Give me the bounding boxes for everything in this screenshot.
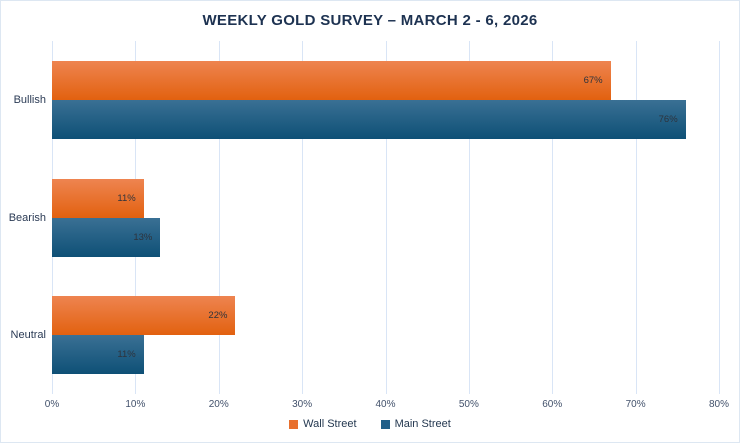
x-tick-label: 10%: [125, 399, 146, 410]
data-label: 13%: [133, 231, 153, 243]
data-label: 11%: [117, 192, 136, 204]
bar-neutral-main-street: 11%: [52, 335, 144, 375]
data-label: 22%: [208, 310, 228, 322]
gridline-20%: [218, 41, 220, 394]
gridline-80%: [719, 41, 720, 394]
gridline-50%: [468, 41, 470, 394]
chart-title: WEEKLY GOLD SURVEY – MARCH 2 - 6, 2026: [202, 12, 538, 29]
x-tick-label: 30%: [292, 399, 313, 410]
category-label-bullish: Bullish: [13, 93, 46, 106]
plot-area: 67% 76% 11% 13% 22% 11%: [52, 41, 720, 394]
chart-legend: Wall Street Main Street: [1, 418, 739, 430]
legend-label: Wall Street: [303, 418, 357, 430]
gridline-30%: [302, 41, 304, 394]
x-tick-label: 70%: [625, 399, 646, 410]
gridline-40%: [385, 41, 387, 394]
category-label-neutral: Neutral: [10, 329, 46, 342]
legend-label: Main Street: [394, 418, 451, 430]
x-tick-label: 20%: [208, 399, 229, 410]
bar-neutral-wall-street: 22%: [52, 296, 236, 336]
data-label: 11%: [117, 349, 136, 361]
data-label: 67%: [583, 74, 603, 86]
gridline-70%: [635, 41, 637, 394]
x-tick-label: 60%: [542, 399, 563, 410]
bar-bearish-wall-street: 11%: [52, 178, 144, 218]
legend-item-main-street: Main Street: [380, 418, 451, 430]
bar-bullish-wall-street: 67%: [52, 60, 611, 100]
bar-bullish-main-street: 76%: [52, 99, 686, 139]
x-tick-label: 40%: [375, 399, 396, 410]
legend-swatch-icon: [380, 419, 390, 429]
x-tick-label: 0%: [44, 399, 60, 410]
bar-bearish-main-street: 13%: [52, 217, 161, 257]
legend-item-wall-street: Wall Street: [289, 418, 357, 430]
category-label-bearish: Bearish: [8, 211, 46, 224]
legend-swatch-icon: [289, 419, 299, 429]
x-tick-label: 80%: [708, 399, 730, 410]
gridline-60%: [552, 41, 554, 394]
data-label: 76%: [658, 113, 678, 125]
x-tick-label: 50%: [458, 399, 479, 410]
